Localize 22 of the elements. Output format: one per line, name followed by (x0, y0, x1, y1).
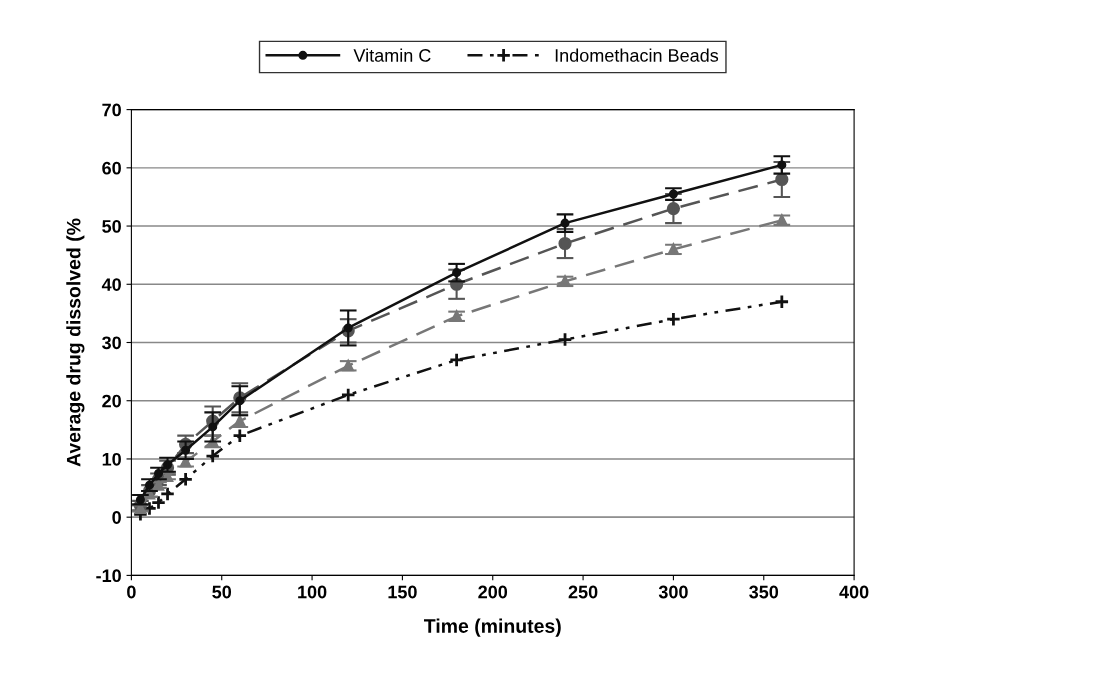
x-tick-label: 150 (388, 585, 417, 599)
x-tick-label: 400 (839, 585, 869, 599)
legend-label: Indomethacin Beads (555, 48, 719, 62)
legend-label: Vitamin C (353, 48, 431, 62)
x-tick-label: 300 (658, 585, 688, 599)
y-tick-label: 50 (102, 219, 121, 233)
y-tick-label: 60 (102, 161, 121, 175)
y-axis-title: Average drug dissolved (% (66, 218, 85, 467)
x-tick-label: 0 (127, 585, 136, 599)
x-tick-label: 50 (212, 585, 232, 599)
y-tick-label: -10 (96, 569, 121, 583)
y-tick-label: 0 (112, 511, 121, 524)
x-tick-label: 250 (568, 585, 598, 599)
x-tick-label: 350 (749, 585, 779, 599)
x-axis-title: Time (minutes) (424, 618, 561, 637)
y-tick-label: 40 (101, 278, 121, 291)
x-tick-label: 200 (478, 585, 508, 599)
y-tick-label: 20 (102, 394, 121, 408)
y-tick-label: 70 (102, 103, 121, 117)
y-tick-label: 30 (102, 336, 121, 350)
y-tick-label: 10 (102, 452, 121, 466)
x-tick-label: 100 (298, 585, 327, 599)
